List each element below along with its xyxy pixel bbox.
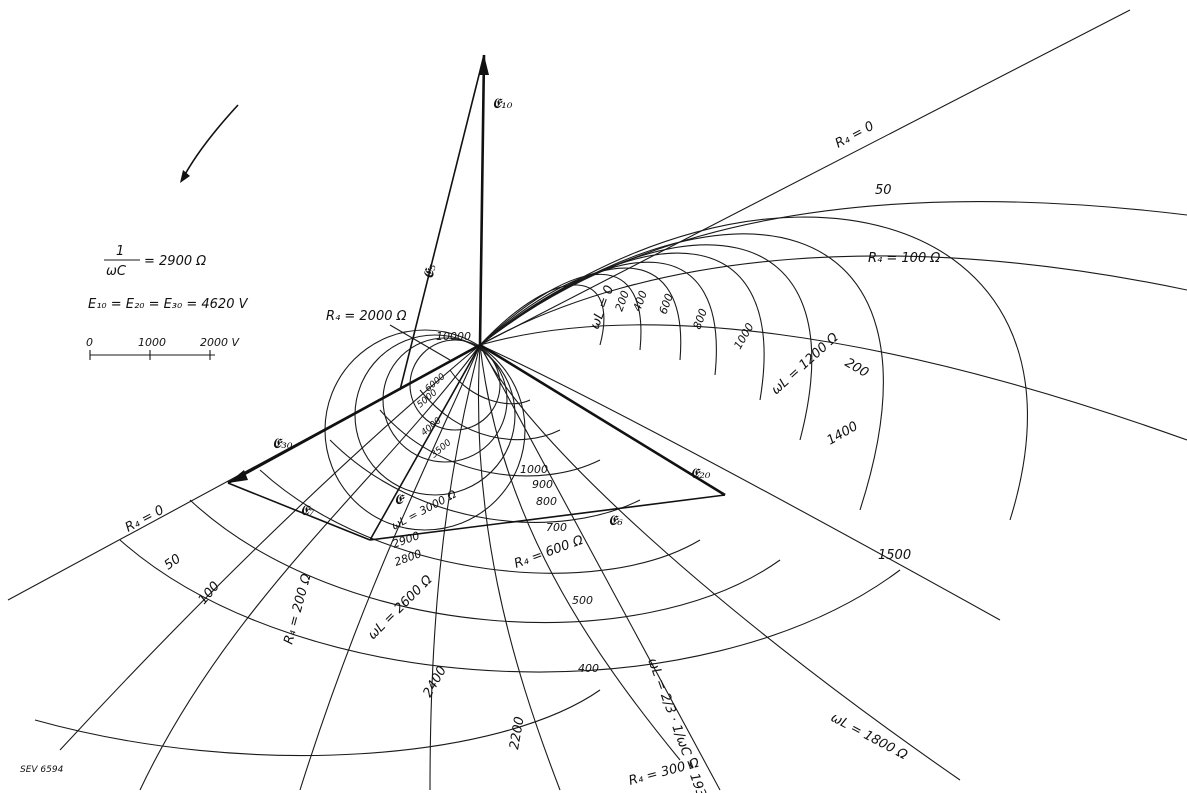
- label-wl-2200: 2200: [507, 715, 528, 750]
- label-r4-200-right: 200: [842, 355, 871, 380]
- vector-e: [369, 344, 481, 541]
- label-r4-700: 700: [546, 521, 567, 534]
- r4-circles-right: [479, 201, 1187, 621]
- scale-label-1000: 1000: [138, 336, 166, 349]
- scale-label-0: 0: [86, 336, 93, 349]
- label-r4-2000: R₄ = 2000 Ω: [326, 309, 407, 324]
- label-wl-1200: ωL = 1200 Ω: [769, 330, 842, 398]
- vector-e5: [399, 54, 485, 391]
- label-e5: 𝕰₅: [420, 262, 439, 281]
- label-r4-50-left: 50: [162, 551, 184, 573]
- label-r4-400: 400: [578, 662, 599, 675]
- label-wl-2800: 2800: [393, 547, 424, 569]
- label-r4-50-right: 50: [875, 183, 892, 198]
- label-r4-600: R₄ = 600 Ω: [512, 533, 585, 572]
- label-e10: 𝕰₁₀: [492, 96, 513, 112]
- line-wl-1933: [479, 344, 721, 791]
- label-e6: 𝕰₆: [608, 513, 623, 529]
- scale-label-2000: 2000 V: [200, 336, 240, 349]
- label-wl-2400: 2400: [420, 664, 450, 700]
- emf-equation: E₁₀ = E₂₀ = E₃₀ = 4620 V: [88, 297, 249, 312]
- label-e: 𝕰: [394, 492, 405, 508]
- vector-e30: [227, 343, 481, 485]
- wl-circles-right: [479, 216, 1029, 781]
- fraction-value: = 2900 Ω: [144, 254, 206, 269]
- label-wl-1800: ωL = 1800 Ω: [828, 710, 910, 763]
- rotation-arrow: [181, 104, 239, 181]
- label-wl-1000: 1000: [731, 321, 756, 352]
- label-e30: 𝕰₃₀: [272, 436, 293, 452]
- vector-e6: [369, 494, 726, 541]
- label-wl-400: 400: [631, 289, 650, 313]
- arrow-e30: [228, 470, 248, 483]
- label-e20: 𝕰₂₀: [690, 466, 711, 482]
- fraction-numerator: 1: [116, 244, 124, 259]
- label-r4-200-left: R₄ = 200 Ω: [281, 572, 314, 646]
- label-r4-900: 900: [532, 478, 553, 491]
- lower-arcs: [34, 369, 901, 757]
- line-r4-2000: [389, 324, 451, 361]
- vector-e10: [478, 54, 486, 346]
- label-r4-1500: 1500: [878, 548, 911, 563]
- label-r4-800: 800: [536, 495, 557, 508]
- vector-e20: [479, 343, 726, 497]
- label-r4-1400: 1400: [825, 419, 861, 449]
- sev-reference: SEV 6594: [20, 765, 64, 775]
- arrow-e10: [479, 55, 489, 75]
- label-r4-zero-left: R₄ = 0: [123, 503, 167, 536]
- vector-e7: [227, 482, 371, 541]
- label-e7: 𝕰₇: [300, 503, 315, 519]
- lower-wl-arcs: [59, 344, 681, 791]
- label-r4-1000: 1000: [520, 463, 548, 476]
- line-r4-zero-right: [479, 9, 1131, 346]
- label-r4-zero-right: R₄ = 0: [833, 119, 877, 152]
- fraction-denominator: ωC: [106, 264, 127, 279]
- label-wl-2600: ωL = 2600 Ω: [365, 572, 435, 642]
- label-r4-10000: 10000: [436, 330, 471, 343]
- label-wl-600: 600: [657, 292, 676, 316]
- label-r4-500: 500: [572, 594, 593, 607]
- label-r4-100-right: R₄ = 100 Ω: [868, 251, 940, 266]
